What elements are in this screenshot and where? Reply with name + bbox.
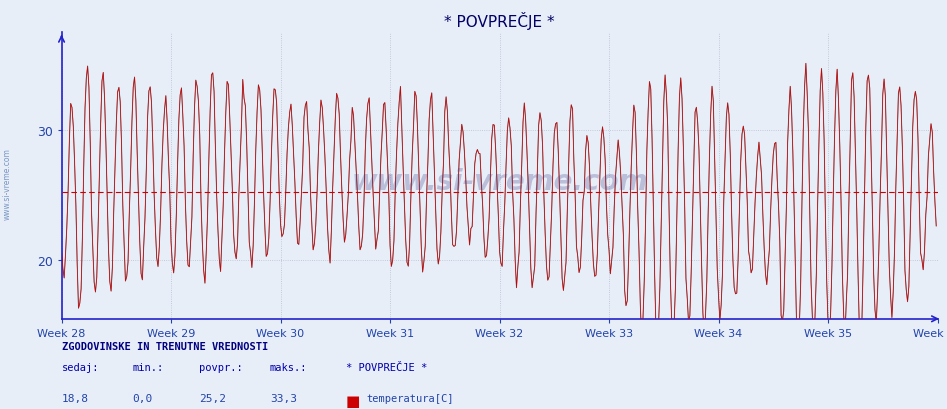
Text: ZGODOVINSKE IN TRENUTNE VREDNOSTI: ZGODOVINSKE IN TRENUTNE VREDNOSTI (62, 342, 268, 351)
Text: 0,0: 0,0 (133, 393, 152, 403)
Text: min.:: min.: (133, 362, 164, 372)
Text: 33,3: 33,3 (270, 393, 297, 403)
Text: 18,8: 18,8 (62, 393, 89, 403)
Text: www.si-vreme.com: www.si-vreme.com (351, 168, 648, 196)
Text: 25,2: 25,2 (199, 393, 226, 403)
Text: povpr.:: povpr.: (199, 362, 242, 372)
Text: temperatura[C]: temperatura[C] (366, 393, 454, 403)
Text: sedaj:: sedaj: (62, 362, 99, 372)
Title: * POVPREČJE *: * POVPREČJE * (444, 12, 555, 30)
Text: www.si-vreme.com: www.si-vreme.com (3, 148, 12, 220)
Text: ■: ■ (346, 393, 360, 409)
Text: * POVPREČJE *: * POVPREČJE * (346, 362, 427, 372)
Text: maks.:: maks.: (270, 362, 308, 372)
